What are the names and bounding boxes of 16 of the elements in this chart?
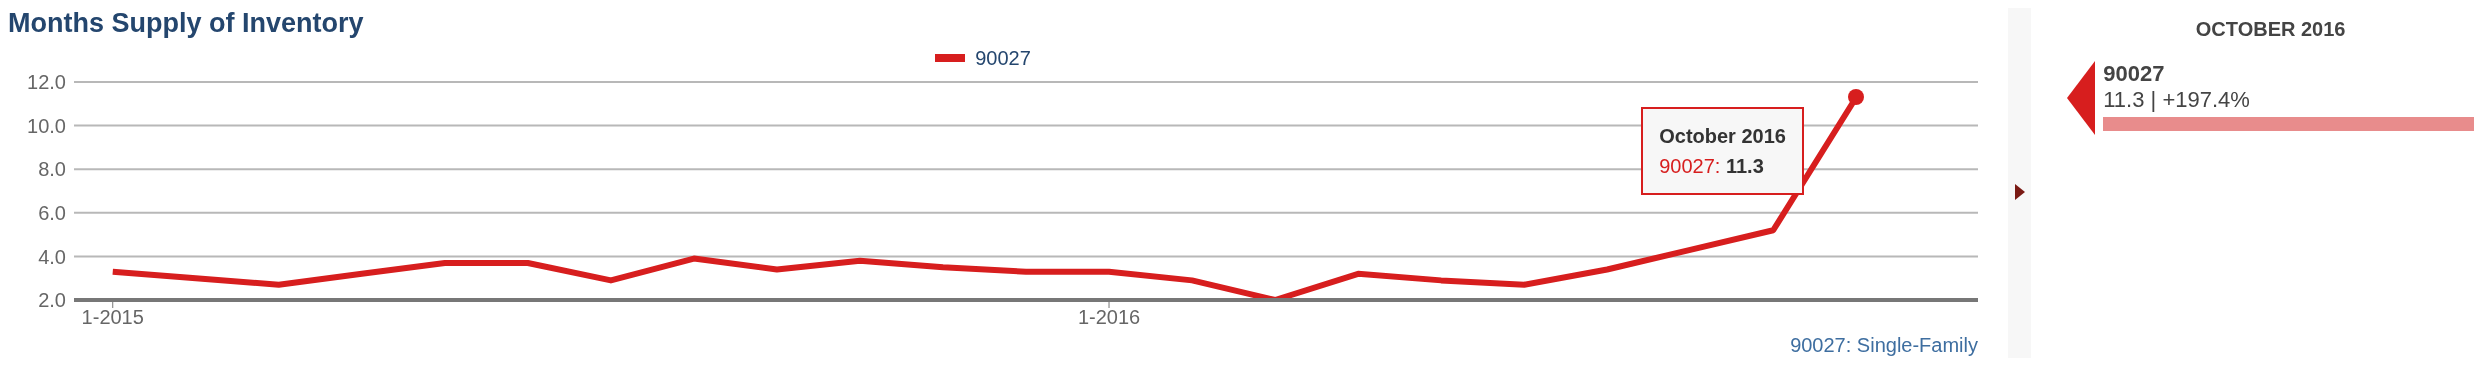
text: OCTOBER 2016: [2194, 18, 2347, 41]
annotation: 90027: 11.3: [1659, 155, 1764, 178]
text: 11.3 | +197.4%: [2103, 87, 2251, 113]
x-tick-label: 1-2015: [81, 306, 144, 329]
y-tick-label: 8.0: [38, 158, 66, 181]
y-tick-label: 10.0: [27, 114, 66, 137]
text: 90027: Single-Family: [1789, 334, 1978, 357]
y-tick-label: 4.0: [38, 245, 66, 268]
y-tick-label: 12.0: [27, 71, 66, 94]
annotation: October 2016: [1659, 124, 1786, 150]
x-tick-label: 1-2016: [1077, 306, 1141, 329]
y-tick-label: 2.0: [38, 289, 66, 312]
y-tick-label: 6.0: [38, 201, 66, 224]
legend-label: 90027: [975, 46, 1031, 70]
chart-title: Months Supply of Inventory: [8, 8, 365, 40]
text: 90027: [2103, 61, 2166, 87]
